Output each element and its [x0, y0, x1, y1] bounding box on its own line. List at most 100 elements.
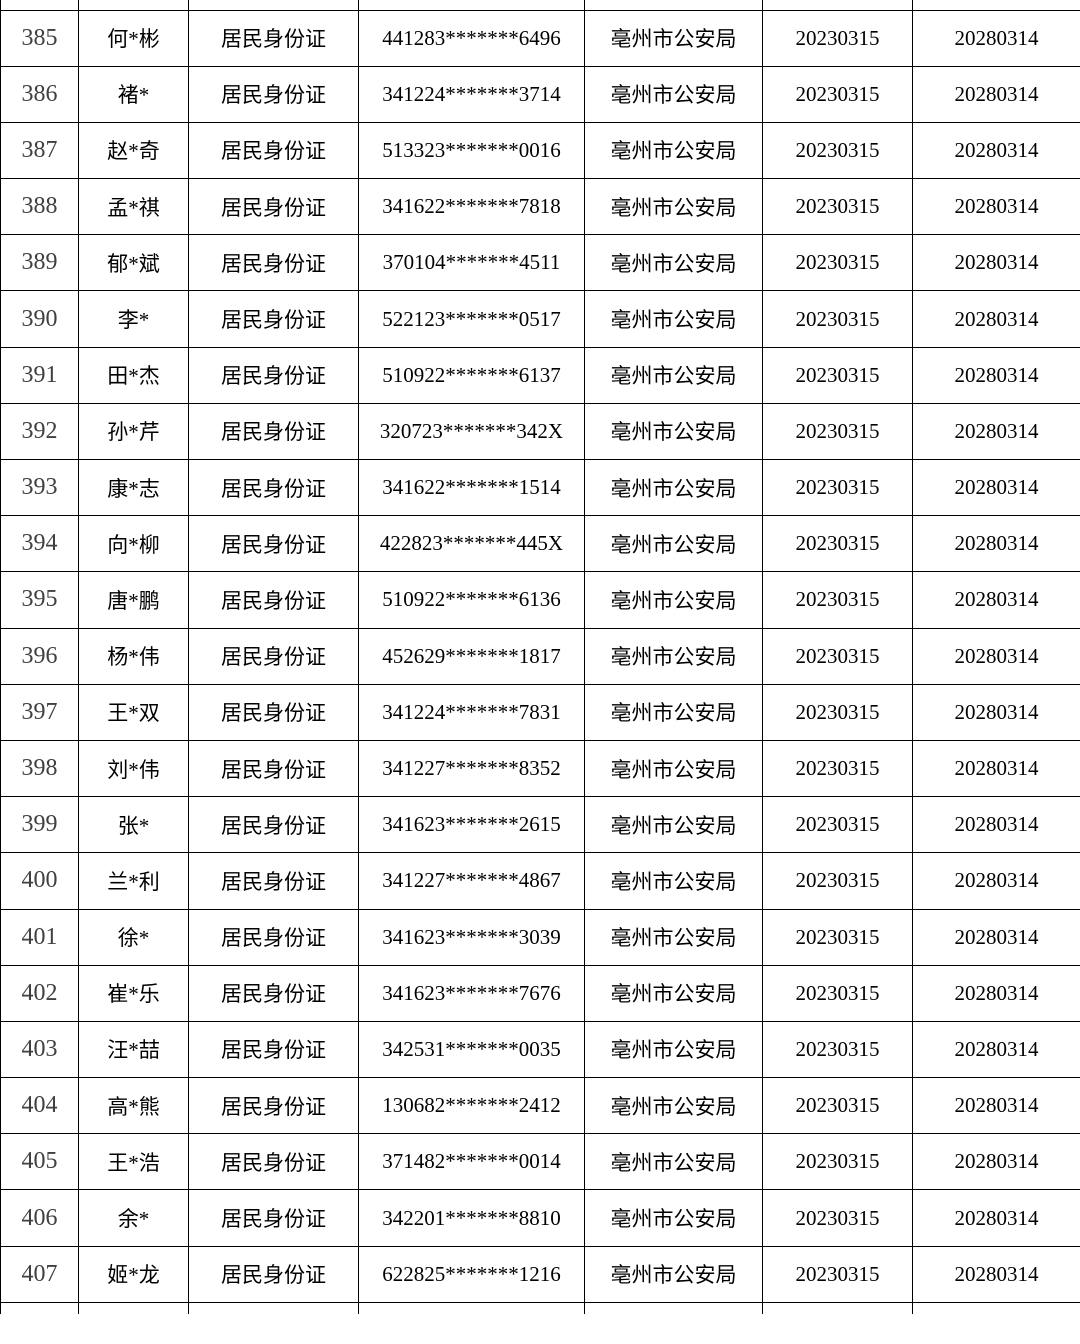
row-index: 394 — [1, 516, 79, 572]
issue-date-cell: 20230315 — [763, 1246, 913, 1302]
expiry-date-cell: 20280314 — [913, 516, 1080, 572]
id-type-cell: 居民身份证 — [189, 909, 359, 965]
table-row: 401徐*居民身份证341623*******3039亳州市公安局2023031… — [1, 909, 1080, 965]
authority-cell: 亳州市公安局 — [585, 235, 763, 291]
row-index: 401 — [1, 909, 79, 965]
row-index: 390 — [1, 291, 79, 347]
authority-cell: 亳州市公安局 — [585, 1134, 763, 1190]
table-row: 397王*双居民身份证341224*******7831亳州市公安局202303… — [1, 684, 1080, 740]
id-number-cell: 452629*******1817 — [359, 628, 585, 684]
table-row: 403汪*喆居民身份证342531*******0035亳州市公安局202303… — [1, 1021, 1080, 1077]
records-table-container: 385何*彬居民身份证441283*******6496亳州市公安局202303… — [0, 0, 1080, 1314]
issue-date-cell: 20230315 — [763, 403, 913, 459]
expiry-date-cell: 20280314 — [913, 1078, 1080, 1134]
authority-cell: 亳州市公安局 — [585, 909, 763, 965]
authority-cell: 亳州市公安局 — [585, 572, 763, 628]
expiry-date-cell: 20280314 — [913, 1021, 1080, 1077]
id-type-cell: 居民身份证 — [189, 1134, 359, 1190]
id-number-cell: 341224*******7831 — [359, 684, 585, 740]
id-type-cell: 居民身份证 — [189, 965, 359, 1021]
table-row: 394向*柳居民身份证422823*******445X亳州市公安局202303… — [1, 516, 1080, 572]
expiry-date-cell: 20280314 — [913, 909, 1080, 965]
table-row-partial-top — [1, 0, 1080, 10]
issue-date-cell: 20230315 — [763, 10, 913, 66]
name-cell: 康*志 — [79, 460, 189, 516]
records-table: 385何*彬居民身份证441283*******6496亳州市公安局202303… — [0, 0, 1080, 1314]
row-index: 388 — [1, 179, 79, 235]
id-type-cell: 居民身份证 — [189, 291, 359, 347]
issue-date-cell: 20230315 — [763, 66, 913, 122]
issue-date-cell: 20230315 — [763, 1134, 913, 1190]
name-cell: 李* — [79, 291, 189, 347]
records-table-body: 385何*彬居民身份证441283*******6496亳州市公安局202303… — [1, 0, 1080, 1314]
table-row: 406余*居民身份证342201*******8810亳州市公安局2023031… — [1, 1190, 1080, 1246]
authority-cell: 亳州市公安局 — [585, 1190, 763, 1246]
expiry-date-cell: 20280314 — [913, 460, 1080, 516]
name-cell: 余* — [79, 1190, 189, 1246]
authority-cell: 亳州市公安局 — [585, 1246, 763, 1302]
table-row: 400兰*利居民身份证341227*******4867亳州市公安局202303… — [1, 853, 1080, 909]
table-row: 407姬*龙居民身份证622825*******1216亳州市公安局202303… — [1, 1246, 1080, 1302]
id-type-cell: 居民身份证 — [189, 1078, 359, 1134]
issue-date-cell: 20230315 — [763, 235, 913, 291]
id-number-cell: 522123*******0517 — [359, 291, 585, 347]
table-cell-empty — [763, 1302, 913, 1314]
issue-date-cell: 20230315 — [763, 516, 913, 572]
authority-cell: 亳州市公安局 — [585, 965, 763, 1021]
row-index: 393 — [1, 460, 79, 516]
expiry-date-cell: 20280314 — [913, 853, 1080, 909]
name-cell: 王*浩 — [79, 1134, 189, 1190]
table-row: 405王*浩居民身份证371482*******0014亳州市公安局202303… — [1, 1134, 1080, 1190]
id-number-cell: 341227*******4867 — [359, 853, 585, 909]
row-index: 392 — [1, 403, 79, 459]
row-index: 407 — [1, 1246, 79, 1302]
expiry-date-cell: 20280314 — [913, 10, 1080, 66]
authority-cell: 亳州市公安局 — [585, 179, 763, 235]
authority-cell: 亳州市公安局 — [585, 403, 763, 459]
id-type-cell: 居民身份证 — [189, 122, 359, 178]
table-row: 395唐*鹏居民身份证510922*******6136亳州市公安局202303… — [1, 572, 1080, 628]
id-type-cell: 居民身份证 — [189, 1190, 359, 1246]
table-cell-empty — [189, 0, 359, 10]
authority-cell: 亳州市公安局 — [585, 1078, 763, 1134]
table-row: 391田*杰居民身份证510922*******6137亳州市公安局202303… — [1, 347, 1080, 403]
row-index: 403 — [1, 1021, 79, 1077]
expiry-date-cell: 20280314 — [913, 235, 1080, 291]
id-number-cell: 510922*******6137 — [359, 347, 585, 403]
issue-date-cell: 20230315 — [763, 853, 913, 909]
authority-cell: 亳州市公安局 — [585, 740, 763, 796]
issue-date-cell: 20230315 — [763, 1190, 913, 1246]
table-row: 399张*居民身份证341623*******2615亳州市公安局2023031… — [1, 797, 1080, 853]
issue-date-cell: 20230315 — [763, 684, 913, 740]
row-index: 404 — [1, 1078, 79, 1134]
table-row: 387赵*奇居民身份证513323*******0016亳州市公安局202303… — [1, 122, 1080, 178]
expiry-date-cell: 20280314 — [913, 179, 1080, 235]
row-index: 397 — [1, 684, 79, 740]
table-row: 388孟*祺居民身份证341622*******7818亳州市公安局202303… — [1, 179, 1080, 235]
table-cell-empty — [79, 0, 189, 10]
expiry-date-cell: 20280314 — [913, 965, 1080, 1021]
table-cell-empty — [763, 0, 913, 10]
name-cell: 孙*芹 — [79, 403, 189, 459]
name-cell: 褚* — [79, 66, 189, 122]
expiry-date-cell: 20280314 — [913, 1190, 1080, 1246]
authority-cell: 亳州市公安局 — [585, 291, 763, 347]
issue-date-cell: 20230315 — [763, 1021, 913, 1077]
expiry-date-cell: 20280314 — [913, 66, 1080, 122]
table-row: 396杨*伟居民身份证452629*******1817亳州市公安局202303… — [1, 628, 1080, 684]
table-row: 386褚*居民身份证341224*******3714亳州市公安局2023031… — [1, 66, 1080, 122]
id-number-cell: 513323*******0016 — [359, 122, 585, 178]
id-type-cell: 居民身份证 — [189, 797, 359, 853]
table-row-partial-bottom — [1, 1302, 1080, 1314]
name-cell: 汪*喆 — [79, 1021, 189, 1077]
authority-cell: 亳州市公安局 — [585, 66, 763, 122]
table-row: 402崔*乐居民身份证341623*******7676亳州市公安局202303… — [1, 965, 1080, 1021]
row-index: 391 — [1, 347, 79, 403]
name-cell: 向*柳 — [79, 516, 189, 572]
row-index: 396 — [1, 628, 79, 684]
name-cell: 孟*祺 — [79, 179, 189, 235]
name-cell: 张* — [79, 797, 189, 853]
id-type-cell: 居民身份证 — [189, 347, 359, 403]
row-index: 395 — [1, 572, 79, 628]
table-row: 398刘*伟居民身份证341227*******8352亳州市公安局202303… — [1, 740, 1080, 796]
